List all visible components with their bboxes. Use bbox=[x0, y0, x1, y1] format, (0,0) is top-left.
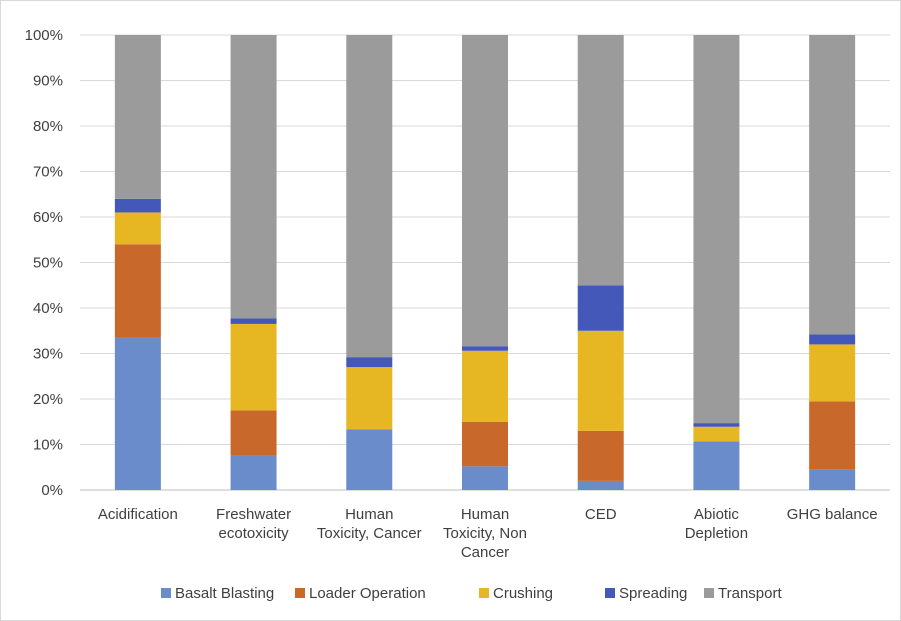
y-tick-label: 60% bbox=[33, 209, 63, 226]
y-tick-label: 0% bbox=[41, 482, 63, 499]
legend-label: Basalt Blasting bbox=[175, 585, 274, 602]
legend-label: Loader Operation bbox=[309, 585, 426, 602]
x-axis: Acidification Freshwater ecotoxicity Human T… bbox=[98, 506, 878, 561]
legend-label: Spreading bbox=[619, 585, 687, 602]
bar-segment bbox=[693, 426, 740, 442]
bar-segment bbox=[577, 330, 624, 431]
bar-segment bbox=[577, 285, 624, 331]
y-tick-label: 80% bbox=[33, 118, 63, 135]
bar-segment bbox=[809, 469, 856, 490]
y-tick-label: 20% bbox=[33, 391, 63, 408]
bar-segment bbox=[230, 410, 277, 456]
y-tick-label: 10% bbox=[33, 437, 63, 454]
bar-segment bbox=[693, 441, 740, 490]
x-tick-label: Human Toxicity, Non Cancer bbox=[443, 506, 527, 561]
bar-segment bbox=[346, 357, 393, 368]
bar-segment bbox=[114, 244, 161, 338]
x-tick-label: Human Toxicity, Cancer bbox=[317, 506, 422, 542]
legend-label: Crushing bbox=[493, 585, 553, 602]
bar-segment bbox=[462, 35, 508, 347]
y-tick-label: 90% bbox=[33, 73, 63, 90]
y-axis: 0% 10% 20% 30% 40% 50% 60% 70% 80% 90% 100% bbox=[25, 27, 63, 499]
bar-segment bbox=[809, 344, 856, 402]
x-tick-label: GHG balance bbox=[787, 506, 878, 523]
bar-segment bbox=[693, 423, 740, 427]
legend-swatch bbox=[161, 588, 171, 598]
y-tick-label: 40% bbox=[33, 300, 63, 317]
bar-segment bbox=[462, 350, 508, 422]
bar-segment bbox=[230, 323, 277, 411]
bar-segment bbox=[809, 401, 856, 470]
y-tick-label: 50% bbox=[33, 255, 63, 272]
bar-segment bbox=[230, 318, 277, 324]
bars bbox=[114, 35, 856, 490]
bar-segment bbox=[114, 198, 161, 213]
legend-swatch bbox=[605, 588, 615, 598]
x-tick-label: CED bbox=[585, 506, 617, 523]
bar-segment bbox=[577, 430, 624, 481]
bar-segment bbox=[346, 429, 393, 490]
y-tick-label: 70% bbox=[33, 164, 63, 181]
bar-segment bbox=[462, 466, 508, 490]
y-tick-label: 30% bbox=[33, 346, 63, 363]
bar-segment bbox=[462, 346, 508, 351]
bar-segment bbox=[462, 421, 508, 467]
legend-swatch bbox=[479, 588, 489, 598]
bar-segment bbox=[114, 212, 161, 245]
bar-segment bbox=[346, 35, 393, 358]
bar-segment bbox=[114, 35, 161, 199]
bar-segment bbox=[346, 367, 393, 430]
bar-segment bbox=[230, 35, 277, 319]
y-tick-label: 100% bbox=[25, 27, 63, 44]
bar-segment bbox=[577, 480, 624, 490]
x-tick-label: Freshwater ecotoxicity bbox=[216, 506, 291, 542]
bar-segment bbox=[230, 455, 277, 490]
legend: Basalt Blasting Loader Operation Crushing S… bbox=[161, 585, 782, 602]
bar-segment bbox=[693, 35, 740, 424]
bar-segment bbox=[809, 334, 856, 345]
x-tick-label: Abiotic Depletion bbox=[685, 506, 748, 542]
bar-segment bbox=[577, 35, 624, 286]
bar-segment bbox=[809, 35, 856, 335]
legend-swatch bbox=[704, 588, 714, 598]
bar-segment bbox=[114, 337, 161, 490]
legend-label: Transport bbox=[718, 585, 782, 602]
x-tick-label: Acidification bbox=[98, 506, 178, 523]
legend-swatch bbox=[295, 588, 305, 598]
